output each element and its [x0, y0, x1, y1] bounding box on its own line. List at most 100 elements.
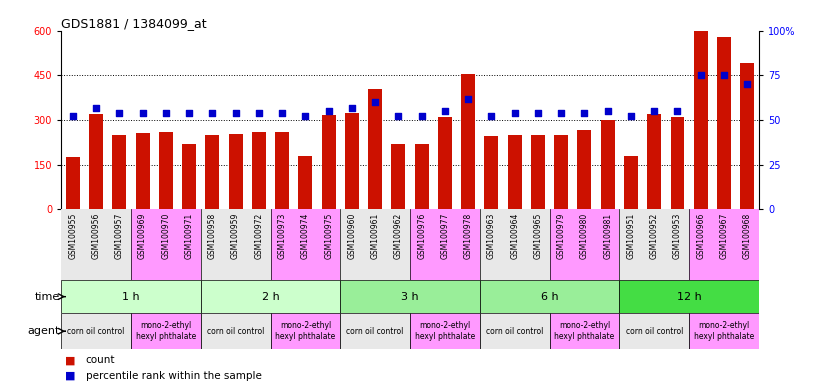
Text: 6 h: 6 h [541, 291, 558, 302]
Bar [549, 209, 619, 280]
Text: GSM100957: GSM100957 [115, 213, 124, 259]
Bar [66, 157, 80, 209]
Bar [340, 280, 480, 313]
Bar [624, 156, 638, 209]
Bar [694, 31, 707, 209]
Point [159, 110, 172, 116]
Bar [270, 209, 340, 280]
Text: GSM100962: GSM100962 [394, 213, 403, 259]
Bar [392, 144, 406, 209]
Bar [340, 209, 410, 280]
Bar [345, 113, 359, 209]
Text: GSM100960: GSM100960 [348, 213, 357, 259]
Point [555, 110, 568, 116]
Bar [252, 132, 266, 209]
Text: 12 h: 12 h [676, 291, 702, 302]
Bar [182, 144, 196, 209]
Point [229, 110, 242, 116]
Bar [131, 209, 201, 280]
Point [206, 110, 219, 116]
Text: GSM100977: GSM100977 [441, 213, 450, 259]
Point [392, 113, 405, 119]
Bar [159, 132, 173, 209]
Point [741, 81, 754, 88]
Point [322, 108, 335, 114]
Text: GSM100979: GSM100979 [557, 213, 565, 259]
Bar [438, 117, 452, 209]
Text: GSM100969: GSM100969 [138, 213, 147, 259]
Text: 3 h: 3 h [401, 291, 419, 302]
Text: GSM100966: GSM100966 [696, 213, 705, 259]
Text: 1 h: 1 h [122, 291, 140, 302]
Point [113, 110, 126, 116]
Point [648, 108, 661, 114]
Text: corn oil control: corn oil control [347, 327, 404, 336]
Point [485, 113, 498, 119]
Bar [135, 133, 149, 209]
Text: GSM100955: GSM100955 [69, 213, 78, 259]
Point [694, 72, 707, 78]
Text: GSM100971: GSM100971 [184, 213, 193, 259]
Text: ■: ■ [65, 355, 79, 365]
Bar [322, 115, 335, 209]
Text: mono-2-ethyl
hexyl phthalate: mono-2-ethyl hexyl phthalate [554, 321, 614, 341]
Text: GSM100965: GSM100965 [534, 213, 543, 259]
Point [345, 104, 358, 111]
Point [438, 108, 451, 114]
Bar [647, 114, 661, 209]
Bar [619, 280, 759, 313]
Bar [549, 313, 619, 349]
Text: GSM100956: GSM100956 [91, 213, 100, 259]
Bar [717, 37, 731, 209]
Text: ■: ■ [65, 371, 79, 381]
Text: GSM100964: GSM100964 [510, 213, 519, 259]
Bar [619, 313, 689, 349]
Bar [461, 74, 475, 209]
Bar [228, 134, 242, 209]
Bar [480, 313, 549, 349]
Bar [61, 280, 201, 313]
Bar [61, 313, 131, 349]
Bar [275, 132, 289, 209]
Point [578, 110, 591, 116]
Text: mono-2-ethyl
hexyl phthalate: mono-2-ethyl hexyl phthalate [275, 321, 335, 341]
Bar [131, 313, 201, 349]
Bar [671, 117, 685, 209]
Text: GSM100961: GSM100961 [370, 213, 379, 259]
Bar [480, 280, 619, 313]
Point [671, 108, 684, 114]
Text: 2 h: 2 h [262, 291, 279, 302]
Bar [201, 313, 270, 349]
Bar [619, 209, 689, 280]
Text: corn oil control: corn oil control [486, 327, 543, 336]
Text: mono-2-ethyl
hexyl phthalate: mono-2-ethyl hexyl phthalate [135, 321, 196, 341]
Bar [415, 144, 428, 209]
Bar [578, 131, 592, 209]
Point [369, 99, 382, 105]
Text: corn oil control: corn oil control [207, 327, 264, 336]
Bar [689, 313, 759, 349]
Text: mono-2-ethyl
hexyl phthalate: mono-2-ethyl hexyl phthalate [415, 321, 475, 341]
Point [252, 110, 265, 116]
Text: GSM100970: GSM100970 [162, 213, 171, 259]
Bar [61, 209, 131, 280]
Bar [206, 136, 220, 209]
Text: count: count [86, 355, 115, 365]
Text: GSM100980: GSM100980 [580, 213, 589, 259]
Bar [340, 313, 410, 349]
Text: GSM100968: GSM100968 [743, 213, 752, 259]
Text: time: time [34, 291, 60, 302]
Text: GSM100981: GSM100981 [603, 213, 612, 259]
Text: GSM100974: GSM100974 [301, 213, 310, 259]
Text: mono-2-ethyl
hexyl phthalate: mono-2-ethyl hexyl phthalate [694, 321, 754, 341]
Point [415, 113, 428, 119]
Text: GSM100967: GSM100967 [720, 213, 729, 259]
Point [531, 110, 544, 116]
Point [276, 110, 289, 116]
Bar [113, 136, 126, 209]
Text: GSM100953: GSM100953 [673, 213, 682, 259]
Bar [410, 313, 480, 349]
Point [90, 104, 103, 111]
Text: GSM100963: GSM100963 [487, 213, 496, 259]
Bar [740, 63, 754, 209]
